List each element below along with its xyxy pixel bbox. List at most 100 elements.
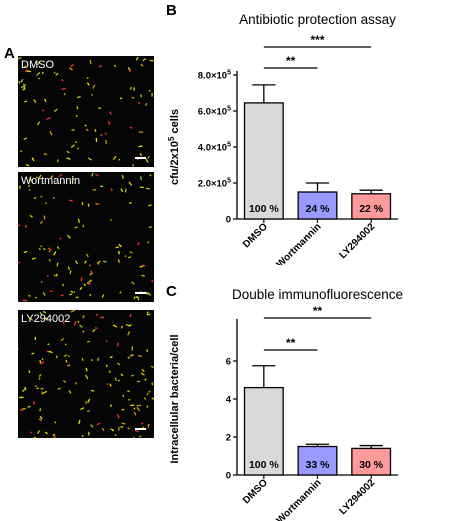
bacterium-speck (95, 313, 98, 316)
bacterium-speck (58, 173, 63, 178)
bacterium-speck (22, 83, 27, 86)
bacterium-speck (92, 189, 97, 191)
y-tick-exponent: 5 (227, 142, 231, 149)
bacterium-speck (151, 382, 154, 386)
bacterium-speck (36, 121, 41, 126)
bacteria-dots (18, 172, 154, 302)
bacterium-speck (77, 320, 80, 323)
bacterium-speck (109, 355, 113, 359)
bacterium-speck (137, 102, 141, 104)
bacterium-speck (42, 390, 48, 394)
bacterium-speck (128, 181, 133, 186)
bacterium-speck (146, 187, 150, 190)
bacterium-speck (120, 426, 124, 428)
bacteria-dots (18, 56, 154, 167)
bacterium-speck (20, 150, 23, 153)
significance-stars: ** (286, 336, 296, 350)
bacterium-speck (54, 421, 57, 424)
bacterium-speck (85, 253, 89, 258)
bacterium-speck (71, 129, 75, 131)
bacterium-speck (147, 425, 150, 429)
y-axis-label-tail: cells (169, 109, 181, 137)
bacterium-speck (18, 347, 19, 351)
bacterium-speck (18, 185, 22, 190)
bacterium-speck (112, 155, 117, 160)
bacterium-speck (38, 418, 42, 422)
bacterium-speck (24, 224, 28, 229)
y-tick-label: 6 (226, 357, 231, 368)
bacterium-speck (124, 188, 127, 193)
bacterium-speck (118, 158, 121, 161)
bacterium-speck (56, 273, 58, 277)
bacterium-speck (118, 250, 120, 255)
panel-c-letter: C (166, 283, 177, 300)
bacterium-speck (67, 266, 70, 271)
bacterium-speck (86, 77, 89, 79)
bacterium-speck (105, 340, 108, 343)
bacterium-speck (33, 99, 37, 104)
bacterium-speck (28, 370, 31, 373)
bacterium-speck (81, 202, 84, 206)
bacterium-speck (36, 71, 41, 76)
bacterium-speck (131, 374, 134, 377)
bacterium-speck (147, 156, 150, 159)
bacterium-speck (133, 87, 135, 91)
bacterium-speck (42, 247, 46, 251)
image-label-dmso: DMSO (21, 59, 54, 71)
bacterium-speck (121, 325, 123, 329)
bacterium-speck (70, 310, 76, 313)
bacterium-speck (105, 364, 108, 368)
bacterium-speck (119, 291, 122, 294)
x-tick-label: Wortmannin (275, 477, 324, 521)
bar-percent-label: 22 % (359, 203, 384, 215)
bacterium-speck (42, 291, 46, 296)
bacterium-speck (146, 313, 151, 316)
bacterium-speck (151, 279, 154, 283)
image-label-ly294002: LY294002 (21, 313, 71, 325)
bacterium-speck (46, 117, 51, 120)
bacterium-speck (37, 61, 40, 66)
bacterium-speck (69, 270, 72, 274)
bacterium-speck (121, 408, 125, 411)
bacterium-speck (40, 195, 43, 198)
bacterium-speck (92, 84, 96, 89)
bacterium-speck (22, 88, 25, 91)
bacterium-speck (98, 64, 103, 68)
bacterium-speck (141, 274, 145, 277)
bacterium-speck (61, 88, 66, 90)
bacterium-speck (18, 56, 22, 60)
chart-title: Double immunofluorescence (232, 287, 403, 302)
y-tick-label: 8.0×105 (198, 70, 231, 82)
bacterium-speck (53, 196, 55, 199)
bacterium-speck (39, 359, 42, 364)
bacterium-speck (125, 324, 130, 327)
bacterium-speck (148, 90, 151, 92)
bacterium-speck (22, 299, 28, 302)
bacterium-speck (83, 283, 86, 287)
bacterium-speck (49, 130, 53, 136)
microscopy-image-ly294002: LY294002 (18, 310, 154, 438)
bacteria-dots (18, 310, 154, 438)
bacterium-speck (109, 111, 112, 115)
bacterium-speck (41, 358, 44, 361)
bacterium-speck (43, 215, 46, 220)
bacterium-speck (96, 262, 100, 265)
bacterium-speck (66, 157, 71, 160)
bacterium-speck (62, 321, 65, 325)
bacterium-speck (127, 427, 130, 430)
bacterium-speck (87, 340, 91, 343)
bacterium-speck (33, 436, 37, 438)
bacterium-speck (19, 408, 24, 412)
bacterium-speck (57, 387, 61, 390)
bacterium-speck (148, 226, 152, 228)
bacterium-speck (21, 388, 26, 393)
bacterium-speck (118, 243, 122, 248)
bacterium-speck (28, 184, 30, 188)
bacterium-speck (140, 372, 145, 376)
bacterium-speck (82, 330, 85, 333)
bacterium-speck (66, 150, 70, 154)
y-tick-mantissa: 2.0×10 (198, 179, 227, 190)
bacterium-speck (73, 291, 76, 294)
bacterium-speck (131, 346, 134, 351)
bacterium-speck (121, 174, 124, 179)
